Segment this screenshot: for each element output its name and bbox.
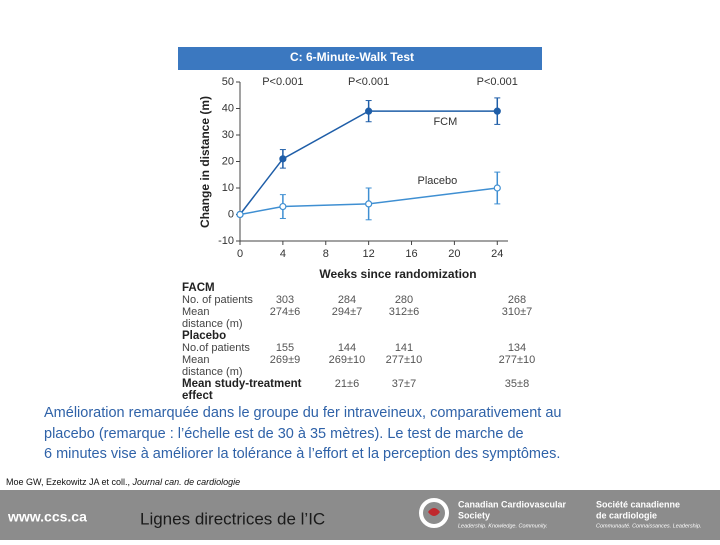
y-tick-label: 40 (222, 102, 234, 114)
logo-tagline: Leadership. Knowledge. Community. (458, 523, 548, 529)
citation-authors: Moe GW, Ezekowitz JA et coll., (6, 477, 133, 487)
marker (279, 155, 287, 163)
group-label: Placebo (182, 330, 226, 342)
table-cell: 303 (276, 294, 294, 306)
p-value: P<0.001 (262, 76, 303, 88)
table-cell: 268 (508, 294, 526, 306)
caption-line: placebo (remarque : l’échelle est de 30 … (44, 426, 524, 442)
y-tick-label: 10 (222, 182, 234, 194)
x-tick-label: 0 (237, 248, 243, 260)
series-line (239, 187, 498, 216)
logo-heart (428, 508, 440, 516)
marker (365, 200, 373, 208)
caption-line: 6 minutes vise à améliorer la tolérance … (44, 446, 560, 462)
row-label: distance (m) (182, 318, 243, 330)
chart-title: C: 6-Minute-Walk Test (290, 50, 414, 64)
group-label: FACM (182, 282, 215, 294)
marker (279, 202, 287, 211)
logo-text: Société canadienne (596, 499, 680, 509)
y-tick-label: 0 (228, 208, 234, 220)
y-tick-label: -10 (218, 235, 234, 247)
table-cell: 269±9 (270, 354, 301, 366)
row-label: distance (m) (182, 366, 243, 378)
row-label: No. of patients (182, 294, 253, 306)
footer-title: Lignes directrices de l’IC (140, 509, 325, 528)
logo-icon (419, 498, 449, 528)
table-cell: 134 (508, 342, 526, 354)
x-tick-label: 4 (280, 248, 286, 260)
series-label: FCM (433, 116, 457, 128)
logo-text: de cardiologie (596, 510, 657, 520)
table-cell: 294±7 (332, 306, 363, 318)
table-cell: 155 (276, 342, 294, 354)
table-cell: 141 (395, 342, 413, 354)
logo-tagline: Communauté. Connaissances. Leadership. (596, 523, 701, 529)
x-tick-label: 12 (363, 248, 375, 260)
row-label: Mean (182, 306, 210, 318)
x-tick-label: 16 (405, 248, 417, 260)
table-cell: 284 (338, 294, 356, 306)
footer-bar (0, 490, 720, 540)
table-cell: 277±10 (499, 354, 536, 366)
table-cell: 144 (338, 342, 356, 354)
y-tick-label: 20 (222, 155, 234, 167)
marker (236, 210, 244, 219)
y-axis-label: Change in distance (m) (198, 96, 212, 228)
marker (365, 107, 373, 115)
y-tick-label: 50 (222, 76, 234, 88)
x-tick-label: 8 (323, 248, 329, 260)
table-cell: 269±10 (329, 354, 366, 366)
table-cell: 277±10 (386, 354, 423, 366)
title-bar (178, 47, 542, 70)
citation-journal: Journal can. de cardiologie (132, 477, 241, 487)
table-cell: 280 (395, 294, 413, 306)
logo-text: Canadian Cardiovascular (458, 499, 567, 509)
x-axis-label: Weeks since randomization (319, 267, 476, 281)
marker (493, 107, 501, 115)
table-cell: 310±7 (502, 306, 533, 318)
marker (493, 184, 501, 192)
series-label: Placebo (418, 175, 458, 187)
row-label: effect (182, 390, 213, 402)
table-cell: 312±6 (389, 306, 420, 318)
citation: Moe GW, Ezekowitz JA et coll., Journal c… (6, 477, 240, 487)
x-tick-label: 20 (448, 248, 460, 260)
y-tick-label: 30 (222, 129, 234, 141)
series-line (239, 110, 498, 215)
row-label: Mean study-treatment (182, 378, 302, 390)
logo-text: Society (458, 510, 490, 520)
table-cell: 35±8 (505, 378, 529, 390)
row-label: No.of patients (182, 342, 250, 354)
p-value: P<0.001 (477, 76, 518, 88)
table-cell: 274±6 (270, 306, 301, 318)
x-tick-label: 24 (491, 248, 503, 260)
caption-line: Amélioration remarquée dans le groupe du… (44, 405, 561, 421)
table-cell: 21±6 (335, 378, 359, 390)
p-value: P<0.001 (348, 76, 389, 88)
footer-url: www.ccs.ca (7, 509, 87, 525)
table-cell: 37±7 (392, 378, 416, 390)
row-label: Mean (182, 354, 210, 366)
